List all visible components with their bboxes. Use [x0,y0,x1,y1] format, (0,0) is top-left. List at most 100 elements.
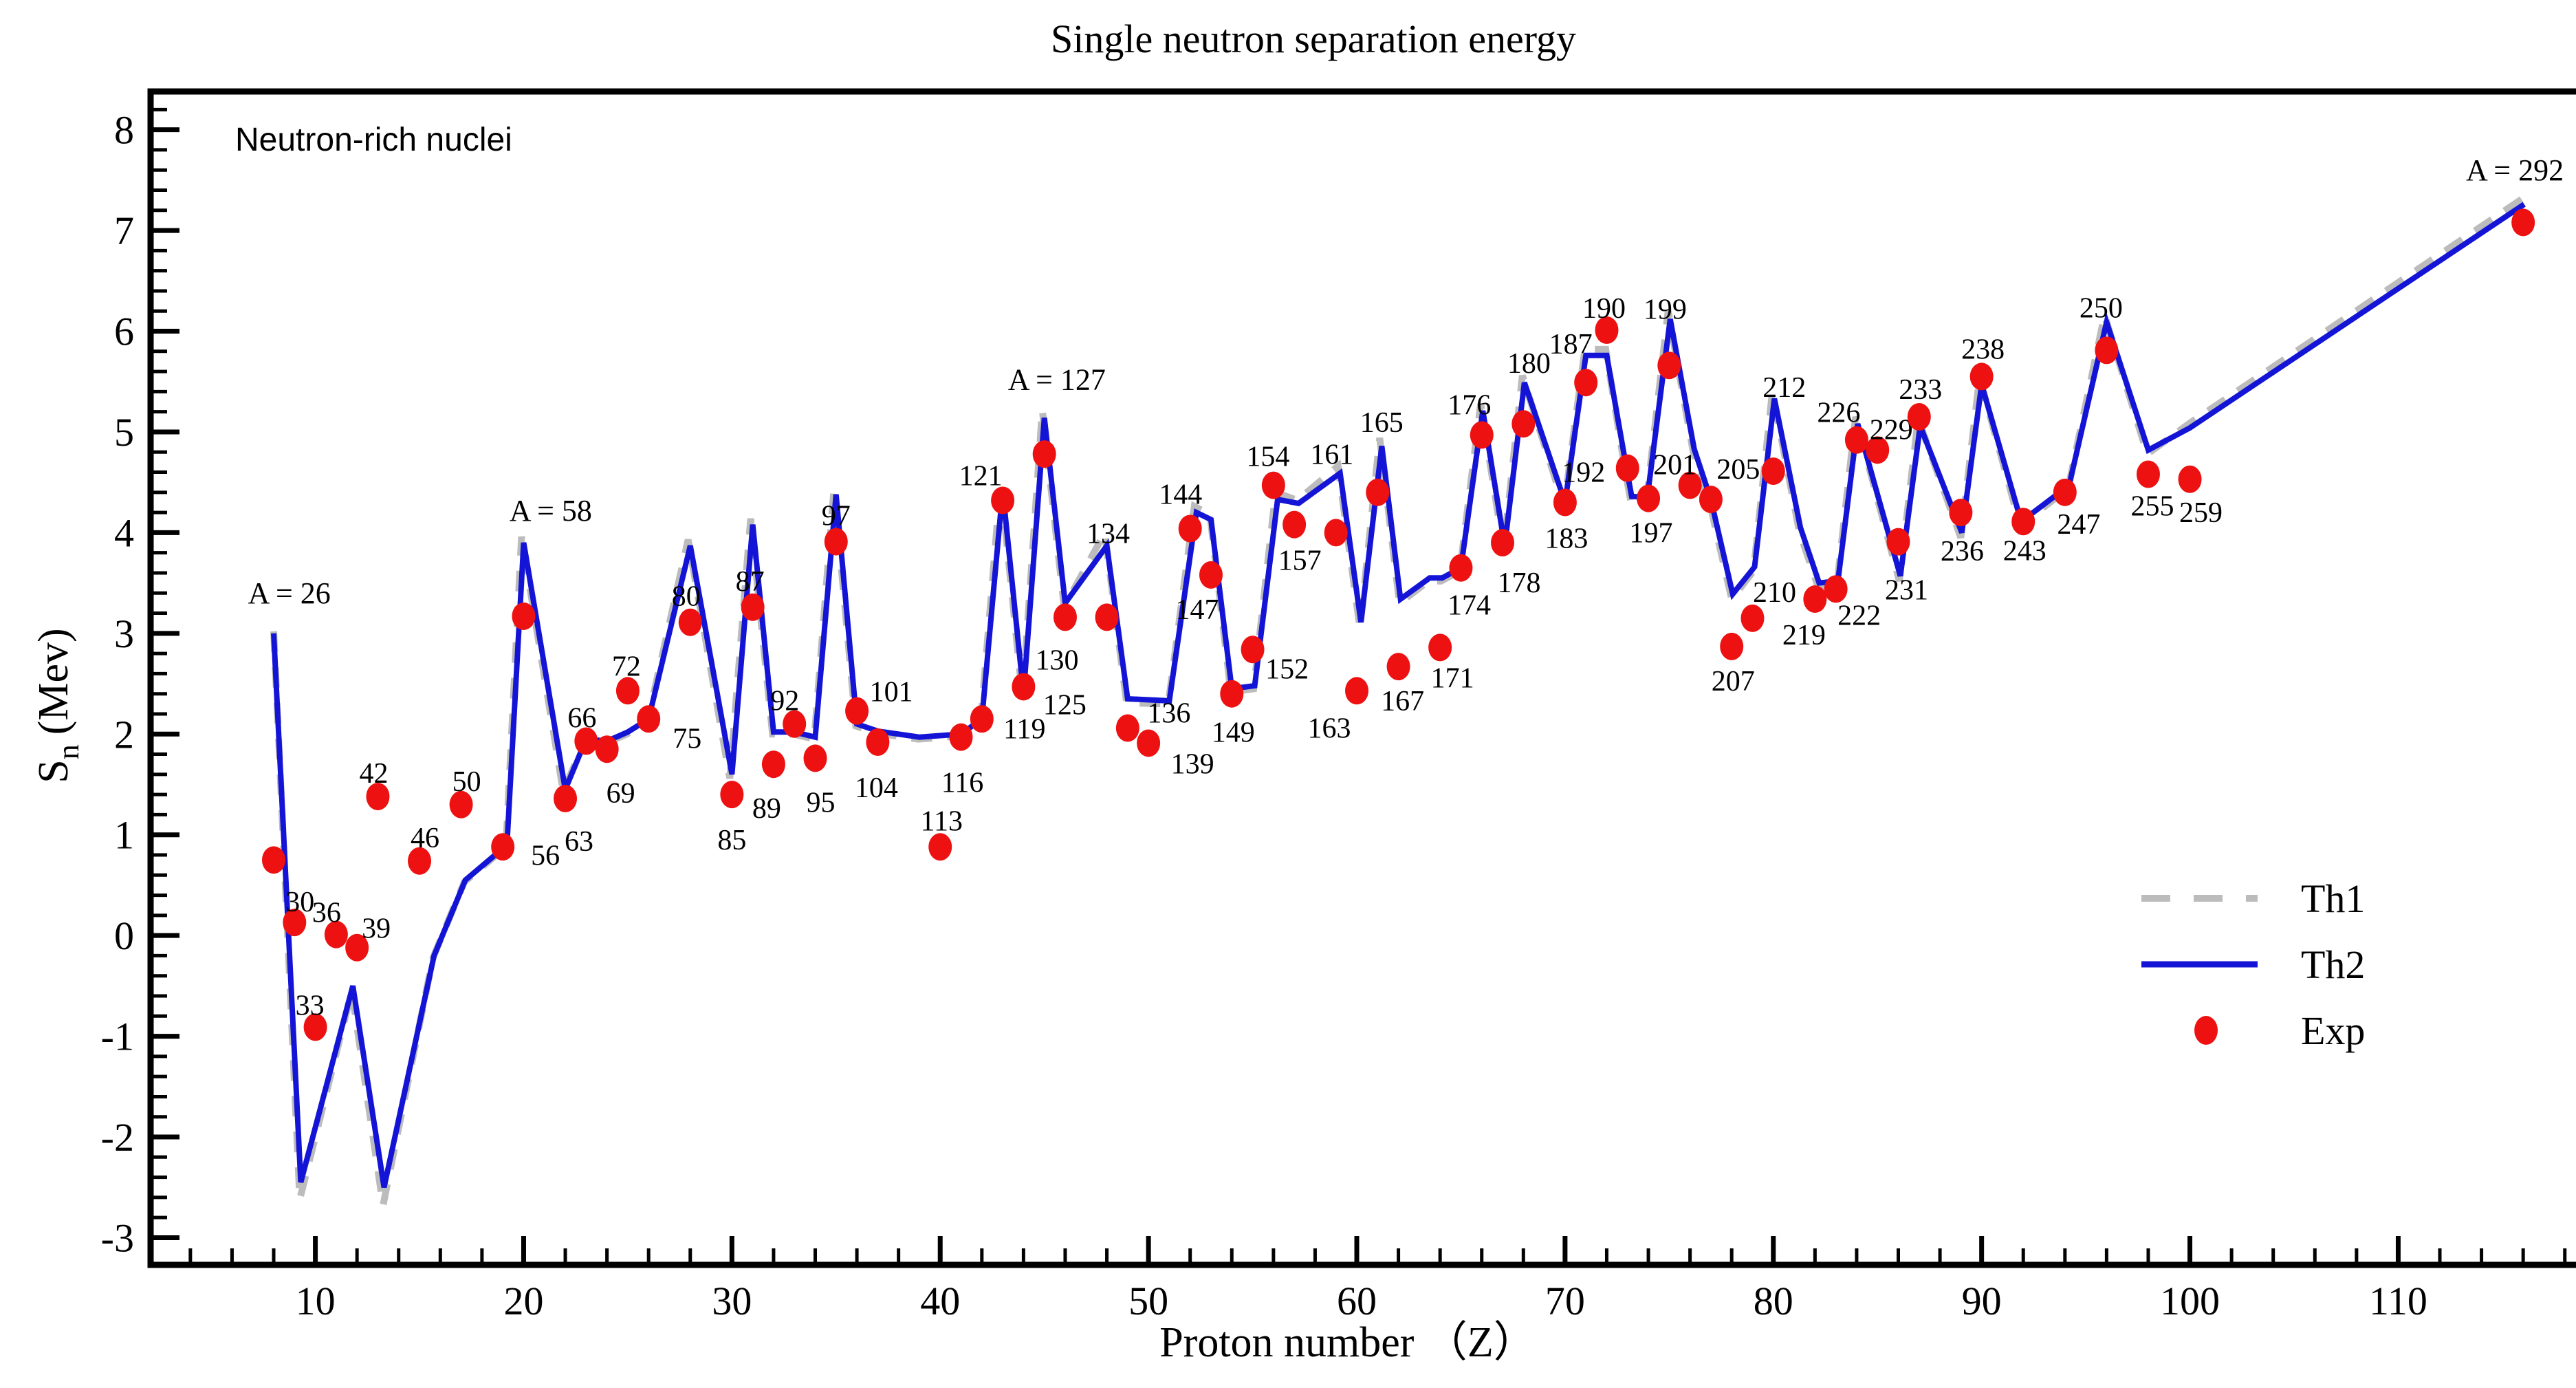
exp-point [1637,484,1661,512]
exp-point [1844,426,1868,454]
exp-point [1949,499,1973,527]
exp-point-label: 167 [1381,686,1424,717]
exp-point [1053,603,1077,631]
y-tick-label: -3 [101,1215,134,1260]
x-tick-label: 30 [712,1279,752,1323]
exp-point-label: 219 [1782,620,1826,651]
exp-point [1324,519,1348,547]
exp-point-label: 116 [941,768,983,799]
exp-point [1241,636,1265,664]
x-tick-label: 50 [1128,1279,1168,1323]
y-axis-label-unit: (Mev) [30,628,77,735]
exp-point [1553,488,1577,517]
legend-exp-label: Exp [2301,1008,2365,1053]
exp-point-label: 63 [565,826,593,858]
exp-point [1803,585,1827,614]
y-axis-label: Sn (Mev) [30,628,85,783]
exp-point-label: 152 [1265,653,1309,685]
exp-point [1178,514,1202,543]
exp-point [2136,460,2160,488]
x-tick-label: 70 [1545,1279,1585,1323]
exp-point-label: 144 [1159,479,1202,511]
exp-point [824,528,848,556]
exp-point [615,677,640,705]
peak-annotation: A = 58 [510,494,592,528]
exp-point-label: 139 [1171,748,1214,780]
y-tick-label: 3 [114,611,134,656]
exp-point-label: 97 [822,501,851,532]
exp-point [803,744,827,772]
exp-point [512,602,536,630]
exp-point-label: 165 [1360,407,1404,439]
y-tick-label: 2 [114,712,134,757]
sn-chart-canvas: Single neutron separation energy 10 20 30 4… [28,11,2576,1377]
exp-point [1866,436,1890,464]
exp-point [1678,471,1702,499]
y-axis-label-symbol: S [30,759,77,783]
figure-sn-chart: Single neutron separation energy 10 20 30 4… [28,11,2576,1377]
exp-point [595,735,619,763]
x-tick-label: 20 [503,1279,543,1323]
exp-point-label: 30 [285,887,314,918]
exp-point [345,933,369,962]
exp-point-label: 56 [531,840,560,871]
exp-point [783,710,807,738]
chart-title: Single neutron separation energy [1051,17,1576,61]
exp-point [761,750,785,779]
exp-point [2178,465,2202,493]
exp-point [1761,457,1785,486]
y-tick-label: 6 [114,310,134,354]
th2-curve [271,202,2526,1189]
exp-point-label: 157 [1278,545,1322,577]
x-tick-label: 110 [2369,1279,2427,1323]
exp-point [1386,653,1410,681]
exp-point-label: 250 [2080,292,2123,324]
exp-point [741,593,765,621]
exp-point-label: 247 [2057,509,2100,541]
exp-point [1470,421,1494,449]
exp-point [1428,633,1452,662]
exp-point-label: 231 [1885,575,1928,607]
exp-point-label: 176 [1448,389,1491,421]
x-tick-label: 90 [1962,1279,2002,1323]
exp-point [554,784,578,812]
exp-point [1511,410,1536,438]
plot-frame [147,88,2576,1268]
x-tick-label: 40 [920,1279,960,1323]
x-tick-label: 80 [1754,1279,1793,1323]
exp-point-label: 180 [1507,348,1551,380]
exp-point-label: 192 [1562,457,1605,489]
exp-point-label: 50 [452,766,481,798]
exp-point [1032,440,1056,468]
exp-point [1345,677,1369,705]
exp-point-label: 212 [1762,372,1806,404]
exp-point-label: 229 [1870,414,1913,446]
x-axis-label: Proton number （Z） [1159,1319,1536,1366]
exp-point-label: 222 [1837,600,1881,631]
exp-point-label: 187 [1549,329,1593,360]
exp-point-label: 134 [1087,518,1130,550]
y-tick-label: -1 [101,1015,134,1059]
exp-point-label: 226 [1817,398,1860,429]
exp-point-label: 210 [1753,577,1796,609]
exp-point [2095,336,2119,365]
exp-point [262,846,286,874]
exp-point [991,486,1015,514]
exp-point [1199,561,1223,589]
peak-annotation: A = 292 [2466,153,2564,187]
exp-point [1886,528,1910,556]
exp-point-label: 163 [1308,713,1351,744]
exp-point-label: 259 [2179,497,2223,529]
plot-annotation: Neutron-rich nuclei [235,122,512,158]
exp-point-label: 255 [2130,490,2174,522]
exp-point [1615,454,1639,482]
peak-annotation: A = 127 [1008,362,1106,396]
exp-point-label: 75 [673,723,701,755]
exp-point-label: 147 [1175,594,1219,626]
exp-point [928,833,952,861]
peak-annotation: A = 26 [248,576,331,610]
legend-th2-label: Th2 [2301,942,2365,987]
exp-point-label: 80 [672,581,701,613]
exp-point-label: 69 [607,778,635,810]
exp-point [449,790,473,818]
